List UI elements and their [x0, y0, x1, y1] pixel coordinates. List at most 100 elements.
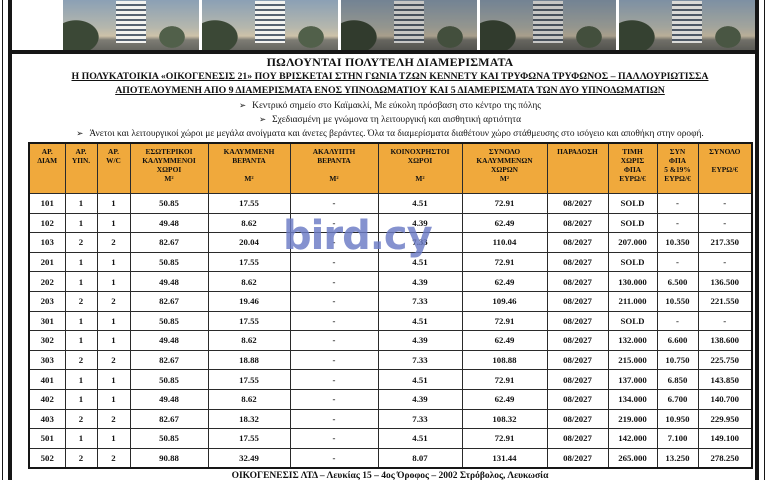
apartment-cell: 17.55 — [207, 193, 291, 214]
apartment-cell: 17.55 — [207, 251, 291, 273]
building-render-image — [341, 0, 477, 50]
feature-bullet-text: Άνετοι και λειτουργικοί χώροι με μεγάλα … — [89, 129, 704, 139]
apartment-cell: 82.67 — [129, 349, 209, 371]
arrow-bullet-icon: ➢ — [239, 100, 247, 110]
apartment-row: 402 1 1 49.48 8.62-4.39 62.49 08/2027 134.000 6.… — [28, 388, 753, 410]
apartment-cell: 08/2027 — [546, 290, 609, 312]
apartment-cell: 2 — [64, 408, 98, 430]
apartment-cell: 501 — [28, 428, 66, 449]
apartment-cell: 302 — [28, 330, 66, 351]
apartment-cell: 201 — [28, 251, 66, 273]
apartment-cell: 1 — [96, 330, 131, 351]
apartment-cell: 08/2027 — [546, 388, 609, 410]
apartment-cell: - — [289, 369, 379, 390]
apartment-cell: 08/2027 — [546, 369, 609, 390]
apartment-cell: - — [289, 447, 379, 469]
apartment-cell: 217.350 — [697, 232, 753, 253]
apartment-cell: 6.700 — [656, 388, 699, 410]
apartment-cell: 20.04 — [207, 232, 291, 253]
apartment-cell: 7.100 — [656, 428, 699, 449]
apartment-cell: 219.000 — [607, 408, 658, 430]
apartment-cell: 17.55 — [207, 310, 291, 332]
apartment-cell: 132.000 — [607, 330, 658, 351]
apartment-cell: 32.49 — [207, 447, 291, 469]
apartment-cell: - — [289, 330, 379, 351]
table-header-row: ΑΡ. ΔΙΑΜ ΑΡ. ΥΠΝ. ΑΡ. W/C ΕΣΩΤΕΡΙΚΟΙ ΚΑΛΥΜΜ… — [28, 142, 753, 194]
apartment-cell: - — [289, 310, 379, 332]
apartment-cell: SOLD — [607, 193, 658, 214]
apartment-cell: 62.49 — [461, 330, 548, 351]
apartment-cell: 221.550 — [697, 290, 753, 312]
apartment-cell: 110.04 — [461, 232, 548, 253]
arrow-bullet-icon: ➢ — [76, 128, 84, 138]
apartment-cell: 50.85 — [129, 251, 209, 273]
apartment-cell: 90.88 — [129, 447, 209, 469]
feature-bullet-list: ➢ Κεντρικό σημείο στο Καϊμακλί, Με εύκολη… — [30, 99, 750, 141]
apartment-cell: 82.67 — [129, 290, 209, 312]
apartment-cell: 72.91 — [461, 310, 548, 332]
apartment-cell: 62.49 — [461, 388, 548, 410]
apartment-cell: 49.48 — [129, 388, 209, 410]
apartment-cell: 502 — [28, 447, 66, 469]
apartment-cell: SOLD — [607, 310, 658, 332]
apartment-cell: 08/2027 — [546, 447, 609, 469]
page-title: ΠΩΛΟΥΝΤΑΙ ΠΟΛΥΤΕΛΗ ΔΙΑΜΕΡΙΣΜΑΤΑ — [266, 55, 514, 69]
table-header-cell: ΑΚΑΛΥΠΤΗ ΒΕΡΑΝΤΑ Μ² — [289, 142, 379, 194]
apartment-row: 203 2 2 82.67 19.46-7.33 109.46 08/2027 211.000… — [28, 290, 753, 312]
table-header-cell: ΚΟΙΝΟΧΡΗΣΤΟΙ ΧΩΡΟΙ Μ² — [377, 142, 463, 194]
table-header-cell: ΣΥΝΟΛΟ ΚΑΛΥΜΜΕΝΩΝ ΧΩΡΩΝ Μ² — [461, 142, 548, 194]
apartment-row: 101 1 1 50.85 17.55-4.51 72.91 08/2027 SOLD - - — [28, 193, 753, 214]
apartment-cell: - — [289, 349, 379, 371]
apartment-cell: 18.32 — [207, 408, 291, 430]
apartment-cell: 50.85 — [129, 428, 209, 449]
apartment-cell: 4.51 — [377, 310, 463, 332]
apartment-cell: 19.46 — [207, 290, 291, 312]
apartment-cell: 109.46 — [461, 290, 548, 312]
apartment-cell: 203 — [28, 290, 66, 312]
apartment-row: 502 2 2 90.88 32.49-8.07 131.44 08/2027 265.000… — [28, 447, 753, 469]
apartment-cell: 10.750 — [656, 349, 699, 371]
apartment-row: 102 1 1 49.48 8.62-4.39 62.49 08/2027 SOLD - - — [28, 212, 753, 234]
apartment-cell: 4.39 — [377, 388, 463, 410]
feature-bullet: ➢ Κεντρικό σημείο στο Καϊμακλί, Με εύκολη… — [30, 99, 750, 113]
apartment-cell: 08/2027 — [546, 193, 609, 214]
feature-bullet-text: Κεντρικό σημείο στο Καϊμακλί, Με εύκολη … — [252, 101, 541, 111]
apartment-row: 302 1 1 49.48 8.62-4.39 62.49 08/2027 132.000 6.… — [28, 330, 753, 351]
apartment-cell: 08/2027 — [546, 232, 609, 253]
page-border-left-inner — [8, 0, 12, 480]
subtitle-line-2: ΑΠΟΤΕΛΟΥΜΕΝΗ ΑΠΟ 9 ΔΙΑΜΕΡΙΣΜΑΤΑ ΕΝΟΣ ΥΠΝ… — [115, 85, 665, 96]
apartment-cell: 7.33 — [377, 349, 463, 371]
apartment-cell: 08/2027 — [546, 428, 609, 449]
apartment-cell: 08/2027 — [546, 271, 609, 292]
apartment-cell: 4.39 — [377, 271, 463, 292]
apartment-cell: 82.67 — [129, 408, 209, 430]
apartment-cell: 6.600 — [656, 330, 699, 351]
apartment-cell: 140.700 — [697, 388, 753, 410]
apartment-cell: 1 — [64, 193, 98, 214]
apartment-cell: 149.100 — [697, 428, 753, 449]
table-header-cell: ΣΥΝ ΦΠΑ 5 &19% ΕΥΡΩ/€ — [656, 142, 699, 194]
apartment-cell: 7.33 — [377, 290, 463, 312]
apartment-cell: 08/2027 — [546, 349, 609, 371]
apartment-cell: 2 — [64, 349, 98, 371]
apartment-cell: - — [289, 212, 379, 234]
building-render-image — [619, 0, 755, 50]
apartment-cell: - — [289, 193, 379, 214]
apartment-cell: 2 — [64, 290, 98, 312]
apartment-cell: 2 — [96, 232, 131, 253]
apartment-cell: 82.67 — [129, 232, 209, 253]
building-render-image — [202, 0, 338, 50]
apartment-cell: - — [289, 251, 379, 273]
apartment-cell: 7.33 — [377, 232, 463, 253]
table-header-cell: ΑΡ. ΥΠΝ. — [64, 142, 98, 194]
apartment-cell: SOLD — [607, 212, 658, 234]
apartment-cell: 2 — [96, 349, 131, 371]
apartment-row: 403 2 2 82.67 18.32-7.33 108.32 08/2027 219.000… — [28, 408, 753, 430]
apartment-cell: 303 — [28, 349, 66, 371]
apartments-table: ΑΡ. ΔΙΑΜ ΑΡ. ΥΠΝ. ΑΡ. W/C ΕΣΩΤΕΡΙΚΟΙ ΚΑΛΥΜΜ… — [28, 142, 753, 470]
apartment-cell: 1 — [96, 428, 131, 449]
apartment-cell: 211.000 — [607, 290, 658, 312]
apartment-cell: 1 — [64, 369, 98, 390]
apartment-cell: 8.07 — [377, 447, 463, 469]
apartment-cell: - — [289, 408, 379, 430]
